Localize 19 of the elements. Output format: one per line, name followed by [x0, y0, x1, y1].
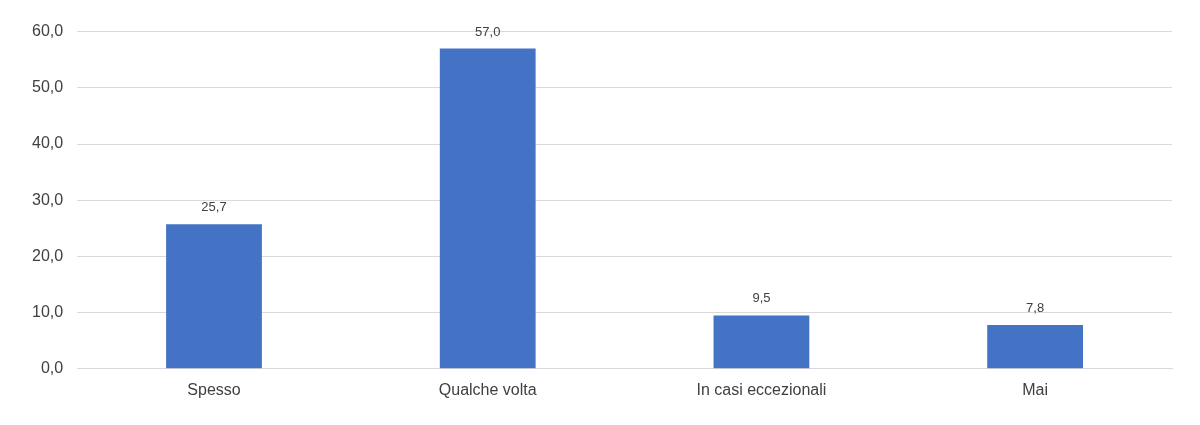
y-tick-label: 40,0: [32, 134, 64, 152]
x-tick-label: Mai: [1022, 380, 1049, 398]
y-tick-label: 20,0: [32, 246, 64, 264]
y-tick-label: 50,0: [32, 78, 64, 96]
bar: [439, 48, 536, 369]
y-tick-label: 10,0: [32, 303, 64, 321]
data-label: 57,0: [475, 23, 501, 39]
bar: [987, 324, 1084, 369]
y-tick-label: 30,0: [32, 190, 64, 208]
data-label: 9,5: [752, 290, 771, 306]
data-label: 25,7: [201, 199, 227, 215]
y-tick-label: 0,0: [40, 359, 64, 377]
data-label: 7,8: [1026, 300, 1045, 316]
y-tick-label: 60,0: [32, 22, 64, 40]
x-tick-label: Qualche volta: [438, 380, 537, 398]
x-tick-label: Spesso: [187, 380, 241, 398]
x-tick-label: In casi eccezionali: [696, 380, 827, 398]
bar: [713, 315, 810, 369]
bar: [166, 224, 262, 369]
